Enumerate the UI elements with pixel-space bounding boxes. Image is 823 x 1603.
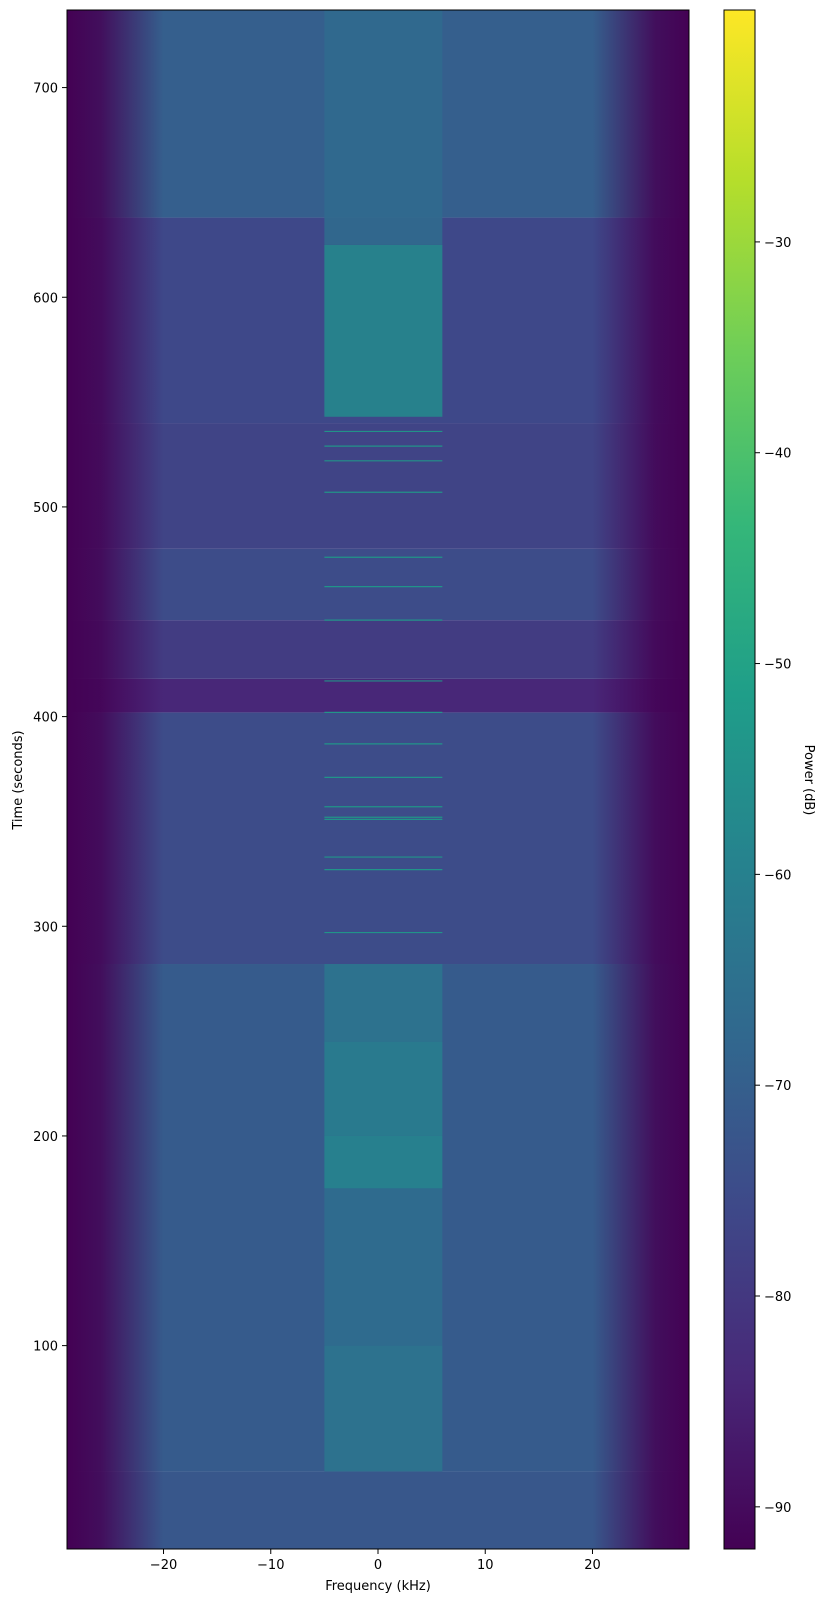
x-tick-label: 20 bbox=[584, 1558, 601, 1573]
background-band-5 bbox=[67, 548, 689, 621]
signal-band-3 bbox=[324, 1041, 443, 1136]
edge-rolloff-right bbox=[592, 10, 689, 1549]
x-tick-label: −20 bbox=[150, 1558, 177, 1573]
y-axis: 100 200 300 400 500 600 700 bbox=[33, 82, 67, 1355]
colorbar-tick-label: −60 bbox=[764, 868, 791, 883]
colorbar-tick-label: −80 bbox=[764, 1290, 791, 1305]
y-tick-label: 600 bbox=[33, 291, 58, 306]
colorbar-tick-label: −40 bbox=[764, 447, 791, 462]
x-tick-label: 10 bbox=[477, 1558, 494, 1573]
signal-band-5 bbox=[324, 244, 443, 417]
x-axis: −20 −10 0 10 20 bbox=[150, 1549, 601, 1573]
background-band-3 bbox=[67, 678, 689, 713]
colorbar-tick-label: −50 bbox=[764, 658, 791, 673]
background-band-2 bbox=[67, 712, 689, 965]
colorbar bbox=[723, 9, 756, 1550]
colorbar-label: Power (dB) bbox=[801, 745, 816, 816]
x-axis-label: Frequency (kHz) bbox=[325, 1579, 431, 1594]
x-tick-label: 0 bbox=[374, 1558, 382, 1573]
y-tick-label: 700 bbox=[33, 82, 58, 97]
signal-band-0 bbox=[324, 1345, 443, 1472]
colorbar-tick-label: −70 bbox=[764, 1079, 791, 1094]
background-band-0 bbox=[67, 1471, 689, 1549]
y-tick-label: 100 bbox=[33, 1340, 58, 1355]
edge-rolloff-left bbox=[67, 10, 164, 1549]
signal-band-4 bbox=[324, 964, 443, 1042]
colorbar-axis: −90 −80 −70 −60 −50 −40 −30 bbox=[755, 236, 791, 1516]
y-tick-label: 300 bbox=[33, 920, 58, 935]
x-tick-label: −10 bbox=[257, 1558, 284, 1573]
colorbar-tick-label: −90 bbox=[764, 1501, 791, 1516]
colorbar-tick-label: −30 bbox=[764, 236, 791, 251]
background-band-6 bbox=[67, 423, 689, 549]
signal-band-6 bbox=[324, 10, 443, 245]
y-tick-label: 500 bbox=[33, 501, 58, 516]
y-tick-label: 400 bbox=[33, 711, 58, 726]
y-tick-label: 200 bbox=[33, 1130, 58, 1145]
signal-band-1 bbox=[324, 1188, 443, 1346]
signal-band-2 bbox=[324, 1135, 443, 1189]
y-axis-label: Time (seconds) bbox=[11, 730, 26, 830]
background-band-4 bbox=[67, 620, 689, 679]
spectrogram-plot bbox=[67, 10, 689, 1549]
